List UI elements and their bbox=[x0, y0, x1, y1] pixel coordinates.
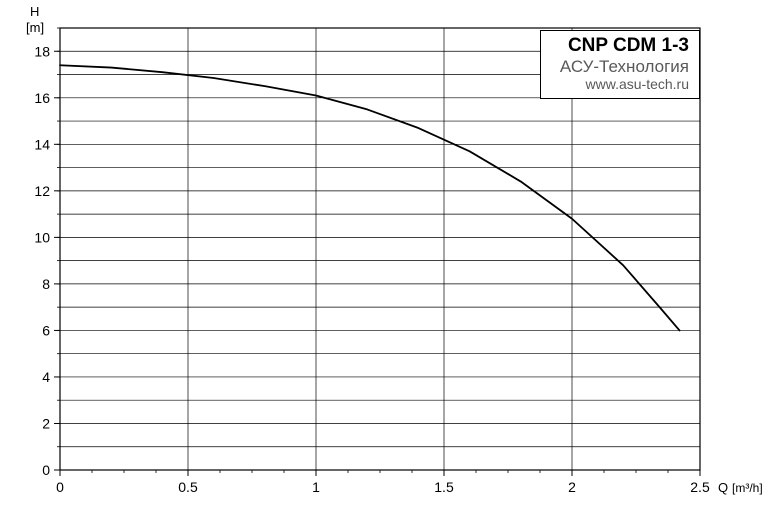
svg-text:4: 4 bbox=[42, 369, 50, 385]
svg-text:8: 8 bbox=[42, 276, 50, 292]
svg-text:16: 16 bbox=[34, 90, 50, 106]
svg-text:1: 1 bbox=[312, 479, 320, 495]
svg-text:2: 2 bbox=[568, 479, 576, 495]
svg-text:6: 6 bbox=[42, 322, 50, 338]
svg-text:0.5: 0.5 bbox=[178, 479, 198, 495]
svg-text:14: 14 bbox=[34, 136, 50, 152]
svg-text:12: 12 bbox=[34, 183, 50, 199]
pump-curve-chart: 0 0.5 1 1.5 2 2.5 0 2 4 6 8 10 12 14 16 18 H[m] Q [m³/h] C… bbox=[0, 0, 780, 521]
svg-text:0: 0 bbox=[42, 462, 50, 478]
svg-text:0: 0 bbox=[56, 479, 64, 495]
info-subtitle: АСУ-Технология bbox=[551, 57, 689, 77]
info-box: CNP CDM 1-3 АСУ-Технология www.asu-tech.… bbox=[540, 30, 700, 99]
svg-text:18: 18 bbox=[34, 43, 50, 59]
svg-text:10: 10 bbox=[34, 229, 50, 245]
info-url: www.asu-tech.ru bbox=[551, 76, 689, 92]
svg-text:[m]: [m] bbox=[26, 20, 44, 35]
svg-text:2.5: 2.5 bbox=[690, 479, 710, 495]
svg-text:2: 2 bbox=[42, 415, 50, 431]
svg-text:H: H bbox=[30, 4, 39, 19]
info-title: CNP CDM 1-3 bbox=[551, 35, 689, 57]
svg-text:[m³/h]: [m³/h] bbox=[732, 481, 763, 495]
svg-text:1.5: 1.5 bbox=[434, 479, 454, 495]
svg-text:Q: Q bbox=[718, 480, 728, 495]
